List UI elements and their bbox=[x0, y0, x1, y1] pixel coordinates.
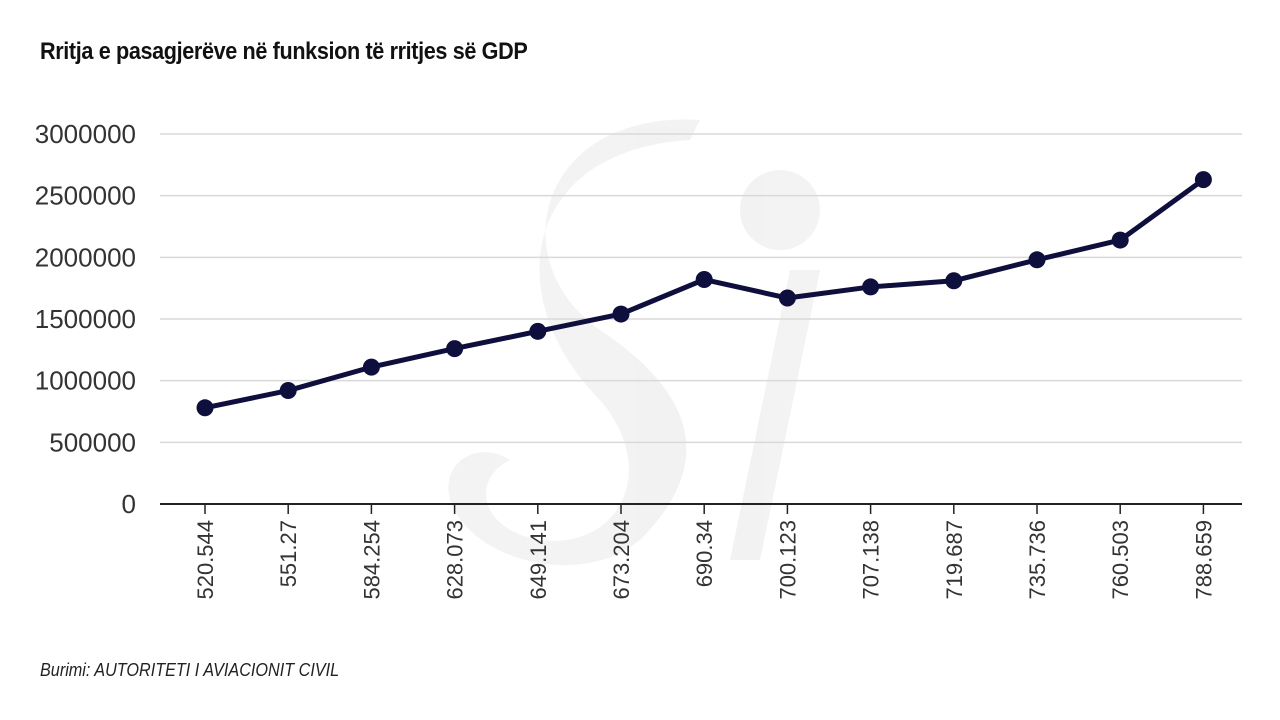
data-point bbox=[1194, 171, 1212, 189]
x-tick-label: 628.073 bbox=[443, 520, 468, 600]
data-point bbox=[612, 305, 630, 323]
chart-title: Rritja e pasagjerëve në funksion të rrit… bbox=[40, 38, 528, 65]
x-tick-label: 788.659 bbox=[1191, 520, 1216, 600]
x-tick-label: 735.736 bbox=[1025, 520, 1050, 600]
x-tick-label: 520.544 bbox=[193, 520, 218, 600]
data-point bbox=[529, 322, 547, 340]
data-point bbox=[695, 271, 713, 289]
y-tick-label: 0 bbox=[122, 489, 136, 519]
data-series bbox=[196, 171, 1212, 417]
x-tick-label: 673.204 bbox=[609, 520, 634, 600]
data-point bbox=[778, 289, 796, 307]
data-point bbox=[945, 272, 963, 290]
y-tick-label: 1000000 bbox=[35, 366, 136, 396]
x-tick-label: 707.138 bbox=[859, 520, 884, 600]
data-point bbox=[1111, 231, 1129, 249]
gridlines bbox=[160, 133, 1242, 444]
data-point bbox=[862, 278, 880, 296]
x-tick-label: 700.123 bbox=[775, 520, 800, 600]
x-axis: 520.544 551.27 584.254 628.073 649.141 673.20… bbox=[160, 503, 1242, 600]
source-note: Burimi: AUTORITETI I AVIACIONIT CIVIL bbox=[40, 660, 340, 680]
x-tick-label: 760.503 bbox=[1108, 520, 1133, 600]
x-tick-label: 584.254 bbox=[359, 520, 384, 600]
y-tick-label: 2500000 bbox=[35, 181, 136, 211]
x-tick-label: 690.34 bbox=[692, 520, 717, 587]
series-line bbox=[202, 177, 1206, 411]
y-tick-label: 2000000 bbox=[35, 242, 136, 272]
data-point bbox=[1028, 251, 1046, 269]
y-axis: 0 500000 1000000 1500000 2000000 2500000 30000… bbox=[35, 119, 136, 519]
y-tick-label: 3000000 bbox=[35, 119, 136, 149]
x-tick-label: 551.27 bbox=[276, 520, 301, 587]
x-tick-label: 719.687 bbox=[942, 520, 967, 600]
data-point bbox=[446, 340, 464, 358]
watermark bbox=[448, 119, 820, 566]
y-tick-label: 1500000 bbox=[35, 304, 136, 334]
data-point bbox=[279, 382, 297, 400]
data-point bbox=[196, 399, 214, 417]
x-tick-label: 649.141 bbox=[526, 520, 551, 600]
y-tick-label: 500000 bbox=[49, 427, 136, 457]
data-point bbox=[362, 358, 380, 376]
